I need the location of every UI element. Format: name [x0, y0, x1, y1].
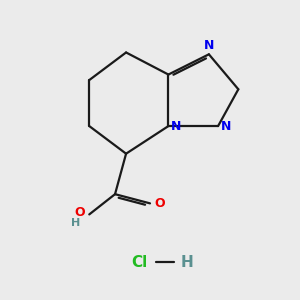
Text: Cl: Cl [131, 255, 147, 270]
Text: H: H [180, 255, 193, 270]
Text: N: N [221, 120, 231, 133]
Text: N: N [204, 40, 214, 52]
Text: H: H [71, 218, 80, 227]
Text: O: O [74, 206, 85, 219]
Text: N: N [171, 120, 182, 133]
Text: O: O [154, 197, 165, 210]
